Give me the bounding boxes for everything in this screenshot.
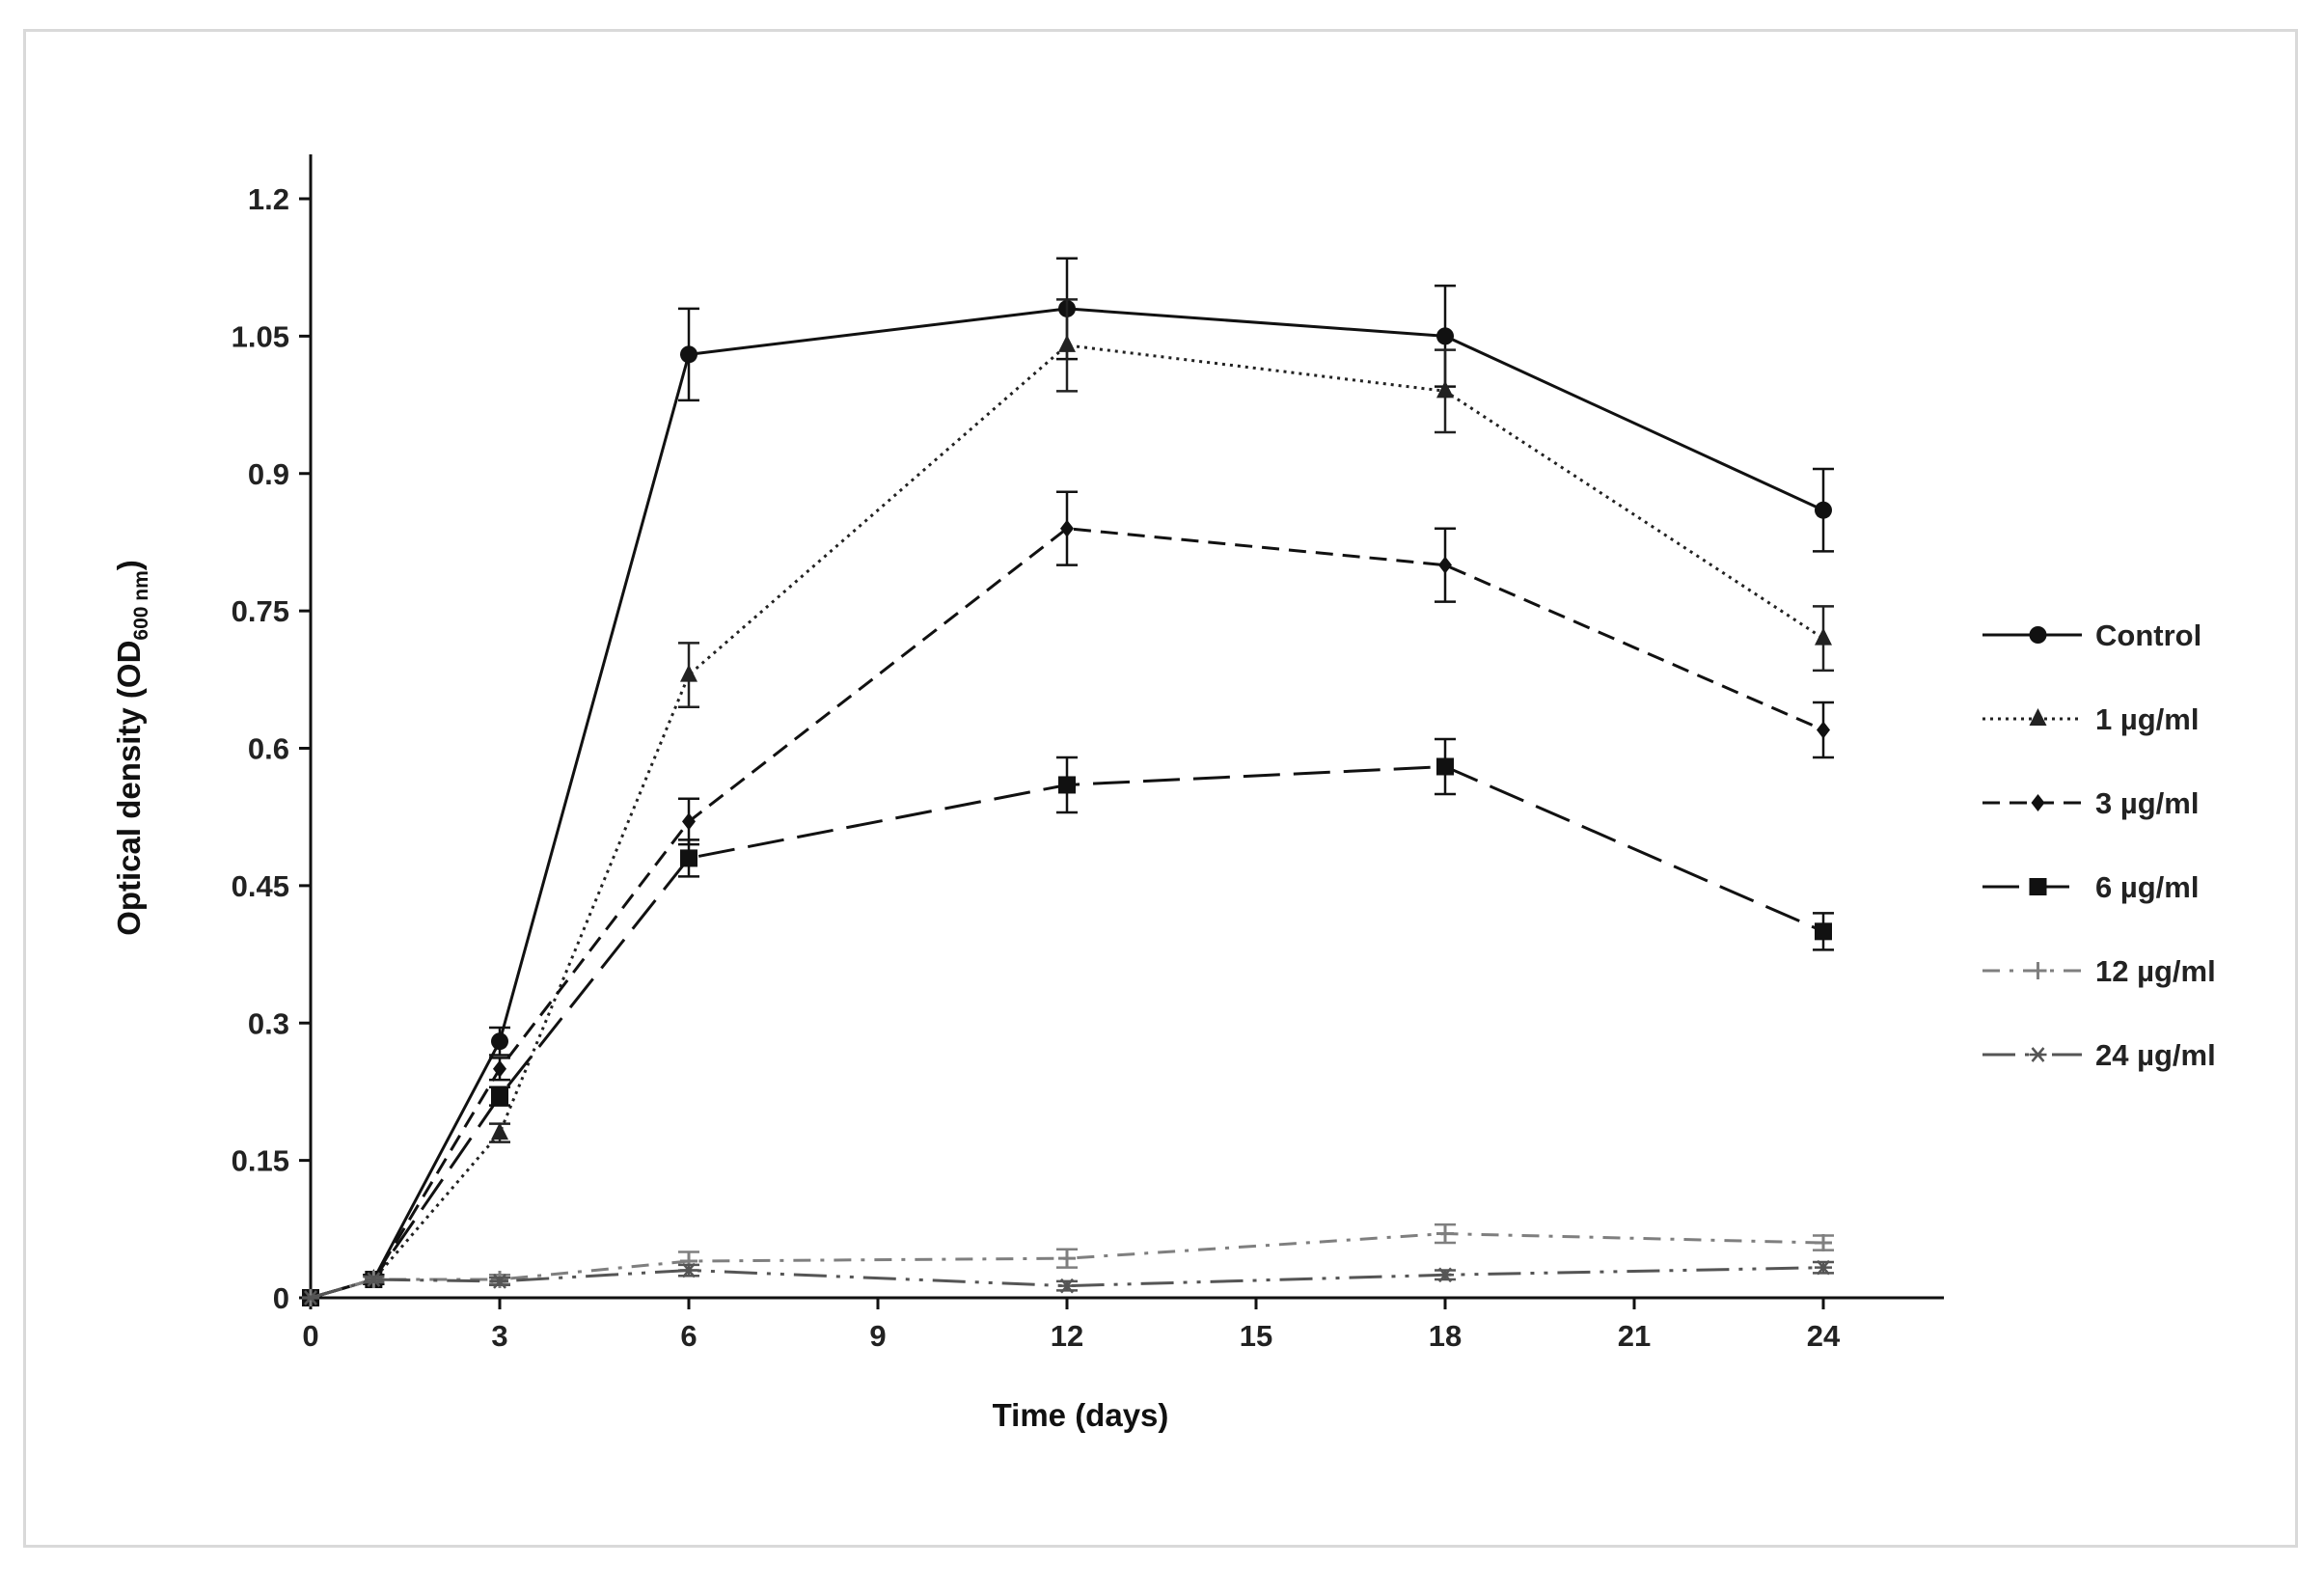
data-point [680, 664, 697, 682]
data-point [1436, 327, 1454, 345]
y-tick-label: 0.6 [248, 732, 289, 766]
legend-label: 24 µg/ml [2095, 1038, 2216, 1072]
data-point [491, 1087, 508, 1106]
x-tick-label: 3 [491, 1319, 507, 1353]
y-axis-title-subscript: 600 nm [130, 570, 152, 640]
data-point [491, 1122, 508, 1141]
y-tick-label: 0.75 [232, 594, 289, 628]
data-point [1436, 1267, 1454, 1283]
x-tick-label: 9 [869, 1319, 886, 1353]
y-axis-title-close: ) [111, 560, 147, 570]
data-point [1058, 1278, 1076, 1294]
data-point [1815, 1234, 1832, 1252]
legend-entry: 3 µg/ml [1982, 786, 2199, 820]
data-point [1436, 757, 1454, 776]
legend-marker [2031, 794, 2045, 811]
data-point [1058, 1250, 1076, 1268]
data-point [1438, 556, 1452, 574]
x-tick-label: 12 [1051, 1319, 1083, 1353]
y-axis-title-main: Optical density (OD [111, 641, 147, 936]
chart-legend: Control 1 µg/ml 3 µg/ml 6 µg/ml 12 µg/ml 24 µ… [1982, 618, 2216, 1072]
legend-entry: 24 µg/ml [1982, 1038, 2216, 1072]
series-3 [304, 490, 1834, 1306]
chart-series [302, 257, 1834, 1306]
series-line [310, 344, 1824, 1300]
data-point [1817, 721, 1830, 739]
x-axis-title: Time (days) [993, 1397, 1169, 1433]
y-tick-label: 0 [273, 1281, 289, 1315]
legend-marker [2029, 878, 2047, 895]
data-point [680, 849, 697, 867]
series-6 [302, 1259, 1834, 1305]
data-point [493, 1059, 506, 1078]
data-point [1815, 922, 1832, 941]
series-line [310, 527, 1824, 1300]
y-tick-label: 0.3 [248, 1006, 289, 1040]
x-tick-label: 6 [680, 1319, 697, 1353]
y-tick-label: 1.2 [248, 182, 289, 216]
y-tick-label: 0.9 [248, 457, 289, 491]
legend-entry: 12 µg/ml [1982, 954, 2216, 988]
legend-label: 1 µg/ml [2095, 702, 2199, 736]
data-point [1815, 501, 1832, 519]
legend-label: 12 µg/ml [2095, 954, 2216, 988]
data-point [680, 345, 697, 364]
legend-marker [2029, 1047, 2047, 1062]
data-point [680, 1262, 697, 1278]
y-tick-label: 0.45 [232, 869, 289, 903]
data-point [365, 1272, 383, 1287]
data-point [1060, 519, 1074, 537]
data-point [1436, 380, 1454, 398]
legend-marker [2029, 708, 2047, 726]
series-4 [302, 737, 1834, 1306]
legend-entry: Control [1982, 618, 2201, 652]
data-point [1815, 627, 1832, 646]
chart-axes [309, 154, 1944, 1300]
y-axis-title: Optical density (OD600 nm) [111, 560, 152, 936]
data-point [1436, 1224, 1454, 1243]
data-point [491, 1274, 508, 1289]
y-tick-label: 1.05 [232, 319, 289, 353]
x-tick-label: 21 [1618, 1319, 1651, 1353]
legend-marker [2029, 626, 2047, 644]
data-point [1815, 1259, 1832, 1276]
legend-label: 6 µg/ml [2095, 870, 2199, 904]
x-tick-label: 15 [1240, 1319, 1272, 1353]
data-point [302, 1290, 319, 1305]
series-line [310, 764, 1824, 1300]
x-tick-label: 24 [1807, 1319, 1841, 1353]
data-point [682, 812, 696, 831]
series-5 [302, 1223, 1834, 1306]
chart-ticks: 0 0.15 0.3 0.45 0.6 0.75 0.9 1.05 1.2 0 3 6 9 12 15 18 2… [232, 182, 1841, 1353]
data-point [1058, 776, 1076, 794]
figure-frame [23, 29, 2298, 1548]
x-tick-label: 0 [302, 1319, 318, 1353]
y-tick-label: 0.15 [232, 1144, 289, 1178]
data-point [491, 1032, 508, 1051]
data-point [1058, 334, 1076, 352]
legend-entry: 6 µg/ml [1982, 870, 2199, 904]
legend-label: Control [2095, 618, 2201, 652]
x-tick-label: 18 [1429, 1319, 1462, 1353]
legend-marker [2029, 962, 2047, 979]
legend-entry: 1 µg/ml [1982, 702, 2199, 736]
legend-label: 3 µg/ml [2095, 786, 2199, 820]
